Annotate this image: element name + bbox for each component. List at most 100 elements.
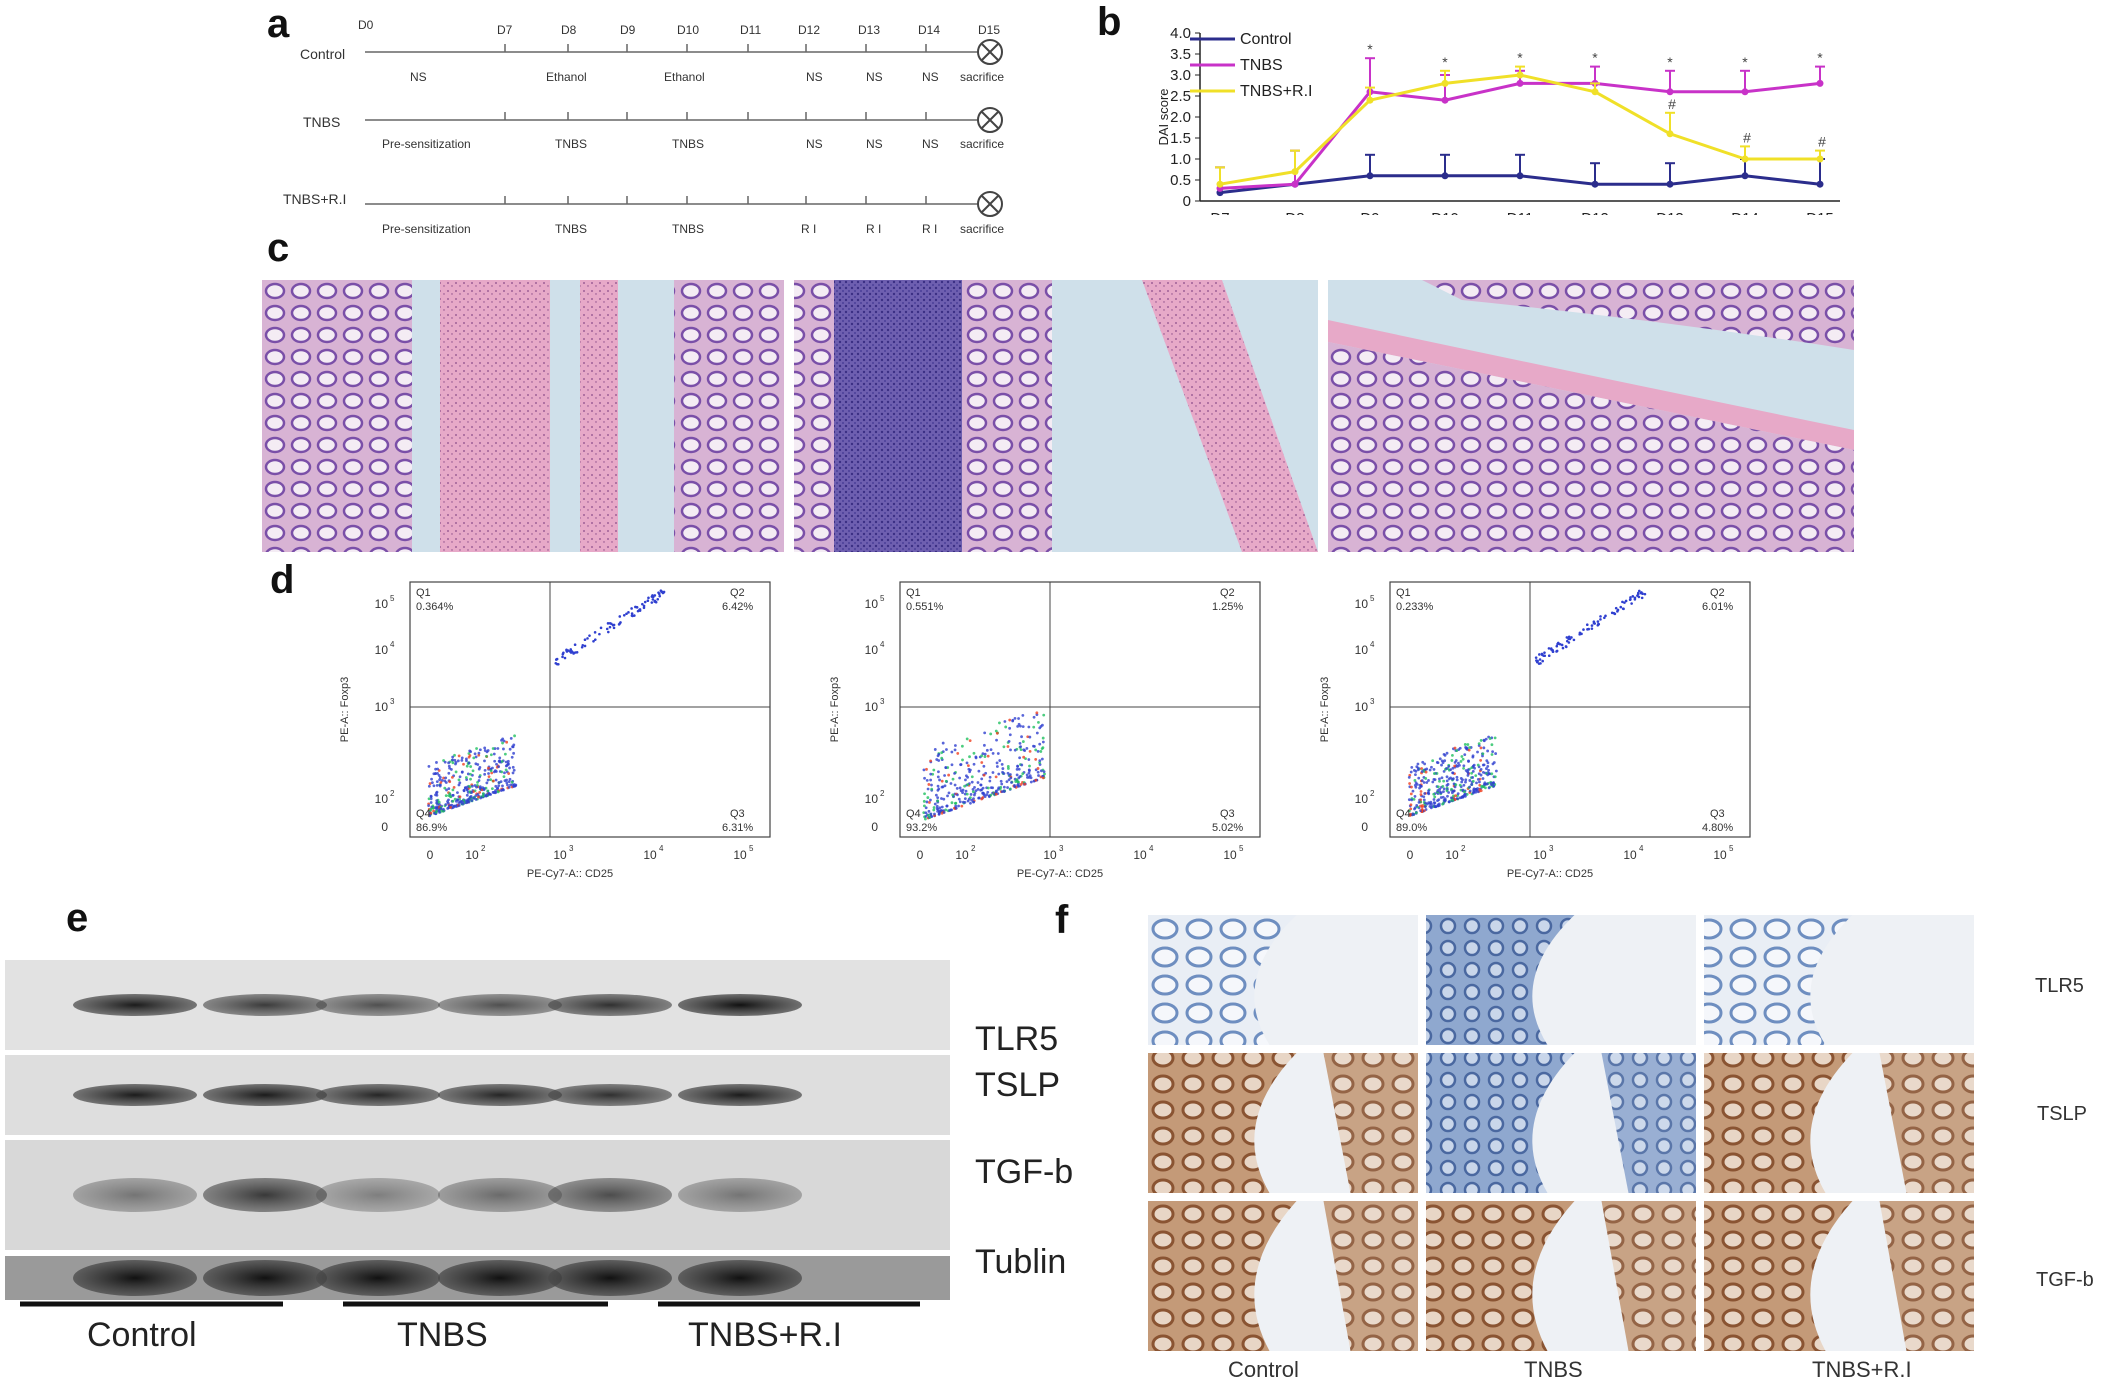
- event-dot: [1474, 774, 1478, 778]
- y-tick-label: 4.0: [1170, 25, 1191, 42]
- event-dot: [1025, 776, 1029, 779]
- event-dot: [448, 780, 452, 784]
- event-dot: [650, 595, 654, 598]
- event-dot: [995, 731, 999, 735]
- event-dot: [980, 777, 984, 781]
- event-dot: [1643, 592, 1647, 596]
- blot-band: [438, 1084, 562, 1106]
- event-dot: [1453, 785, 1457, 789]
- blot-band: [548, 1178, 672, 1212]
- event-dot: [625, 612, 628, 616]
- event-dot: [1613, 612, 1617, 616]
- event-dot: [936, 754, 940, 758]
- event-dot: [965, 761, 969, 765]
- event-dot: [507, 785, 511, 789]
- event-dot: [430, 777, 433, 781]
- event-dot: [961, 758, 964, 762]
- event-dot: [430, 781, 434, 785]
- event-dot: [971, 790, 975, 794]
- event-dot: [946, 794, 949, 798]
- event-dot: [1630, 602, 1633, 605]
- event-dot: [1454, 783, 1458, 787]
- event-dot: [1043, 772, 1046, 776]
- event-dot: [924, 811, 928, 815]
- event-dot: [427, 797, 431, 801]
- event-dot: [450, 775, 454, 779]
- dai-line-chart: 0 0.5 1.0 1.5 2.0 2.5 3.0 3.5 4.0 D7 D8 D9 D10 D11 D12…: [1156, 25, 1840, 215]
- event-dot: [1482, 763, 1486, 767]
- event-dot: [1413, 783, 1417, 787]
- event-dot: [1432, 767, 1436, 771]
- event-dot: [1637, 595, 1641, 599]
- event-dot: [995, 789, 998, 793]
- blot-band: [203, 994, 327, 1016]
- event-dot: [922, 811, 926, 814]
- event-dot: [944, 808, 948, 812]
- event-dot: [630, 612, 634, 615]
- event-dot: [964, 778, 967, 782]
- y-tick-label: 3.0: [1170, 67, 1191, 84]
- event-dot: [1479, 773, 1483, 777]
- event-dot: [511, 745, 514, 749]
- event-dot: [1492, 781, 1495, 784]
- event-dot: [940, 756, 944, 760]
- event-dot: [475, 747, 478, 750]
- event-dot: [1034, 748, 1038, 752]
- event-dot: [968, 739, 972, 743]
- event-dot: [958, 776, 962, 780]
- ihc-tissue: [1704, 1201, 1853, 1351]
- event-dot: [450, 768, 453, 771]
- wb-group-control: Control: [87, 1316, 197, 1354]
- day-label-d7: D7: [497, 23, 513, 37]
- treatment-label: Pre-sensitization: [382, 222, 471, 236]
- event-dot: [933, 812, 936, 816]
- event-dot: [513, 734, 516, 738]
- event-dot: [980, 754, 984, 758]
- data-point: [1816, 180, 1824, 188]
- flow-x-tick: 10: [1133, 848, 1147, 862]
- event-dot: [503, 779, 507, 783]
- data-point: [1666, 88, 1674, 96]
- event-dot: [462, 762, 465, 766]
- event-dot: [1015, 767, 1019, 771]
- event-dot: [961, 791, 964, 794]
- flow-y-tick: 10: [375, 700, 389, 714]
- event-dot: [1470, 771, 1473, 775]
- ihc-tissue: [1879, 1053, 1974, 1193]
- event-dot: [1407, 775, 1411, 779]
- event-dot: [1580, 632, 1583, 636]
- event-dot: [1427, 791, 1430, 795]
- event-dot: [944, 779, 948, 783]
- event-dot: [945, 748, 948, 751]
- event-dot: [974, 756, 978, 760]
- event-dot: [1027, 758, 1031, 761]
- event-dot: [467, 761, 471, 765]
- event-dot: [1629, 596, 1632, 599]
- data-point: [1591, 180, 1599, 188]
- event-dot: [980, 797, 983, 801]
- event-dot: [927, 813, 930, 817]
- sacrifice-icon-cross: [981, 43, 999, 61]
- event-dot: [485, 754, 488, 758]
- event-dot: [1011, 719, 1015, 723]
- event-dot: [924, 806, 928, 810]
- event-dot: [508, 777, 512, 781]
- event-dot: [510, 755, 514, 759]
- event-dot: [937, 787, 941, 791]
- event-dot: [966, 775, 969, 779]
- event-dot: [1443, 799, 1447, 803]
- event-dot: [477, 767, 481, 771]
- event-dot: [1019, 748, 1023, 752]
- y-tick-label: 1.5: [1170, 130, 1191, 147]
- flow-y-tick: 10: [1355, 700, 1369, 714]
- event-dot: [606, 622, 610, 625]
- event-dot: [1414, 781, 1418, 785]
- event-dot: [1036, 770, 1040, 774]
- event-dot: [1471, 754, 1475, 758]
- event-dot: [429, 797, 433, 801]
- ihc-tissue: [1601, 1201, 1696, 1351]
- flow-y-tick: 0: [1361, 820, 1368, 834]
- event-dot: [1432, 792, 1436, 796]
- event-dot: [1466, 774, 1470, 777]
